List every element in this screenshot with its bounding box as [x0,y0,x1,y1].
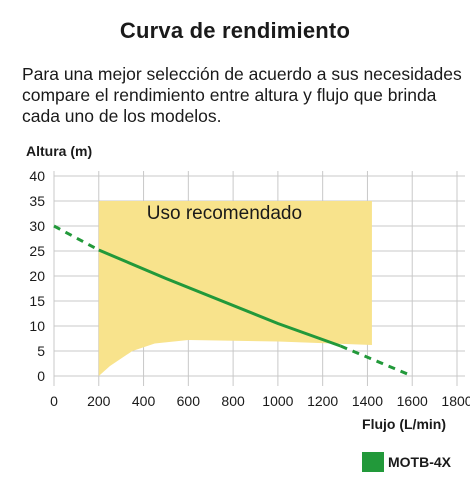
chart-title: Curva de rendimiento [119,18,351,43]
series-solid-line [98,248,342,348]
x-tick-label: 800 [221,393,245,409]
legend-swatch [362,452,384,472]
y-tick-label: 35 [29,193,45,209]
x-tick-label: 1200 [307,393,338,409]
x-tick-label: 600 [177,393,201,409]
x-tick-label: 200 [87,393,111,409]
intro-text: Para una mejor selección de acuerdo a su… [22,64,462,126]
y-axis-label: Altura (m) [26,143,93,159]
recommended-zone [98,201,372,376]
x-tick-label: 400 [132,393,156,409]
x-tick-label: 1600 [397,393,428,409]
x-tick-label: 0 [50,393,58,409]
y-tick-label: 25 [29,243,45,259]
y-tick-label: 20 [29,268,45,284]
y-tick-label: 0 [37,368,45,384]
series-lines [53,224,413,378]
y-tick-label: 15 [29,293,45,309]
x-tick-label: 1400 [352,393,383,409]
x-tick-label: 1800 [441,393,470,409]
legend: MOTB-4X [362,452,451,472]
y-tick-label: 40 [29,168,45,184]
legend-label: MOTB-4X [388,454,451,470]
y-tick-label: 30 [29,218,45,234]
recommended-zone-area [98,201,372,376]
y-tick-label: 10 [29,318,45,334]
recommended-zone-label: Uso recomendado [147,203,302,224]
x-axis-label: Flujo (L/min) [362,416,446,432]
series-dashed-line [53,224,100,252]
y-tick-label: 5 [37,343,45,359]
x-tick-label: 1000 [262,393,293,409]
